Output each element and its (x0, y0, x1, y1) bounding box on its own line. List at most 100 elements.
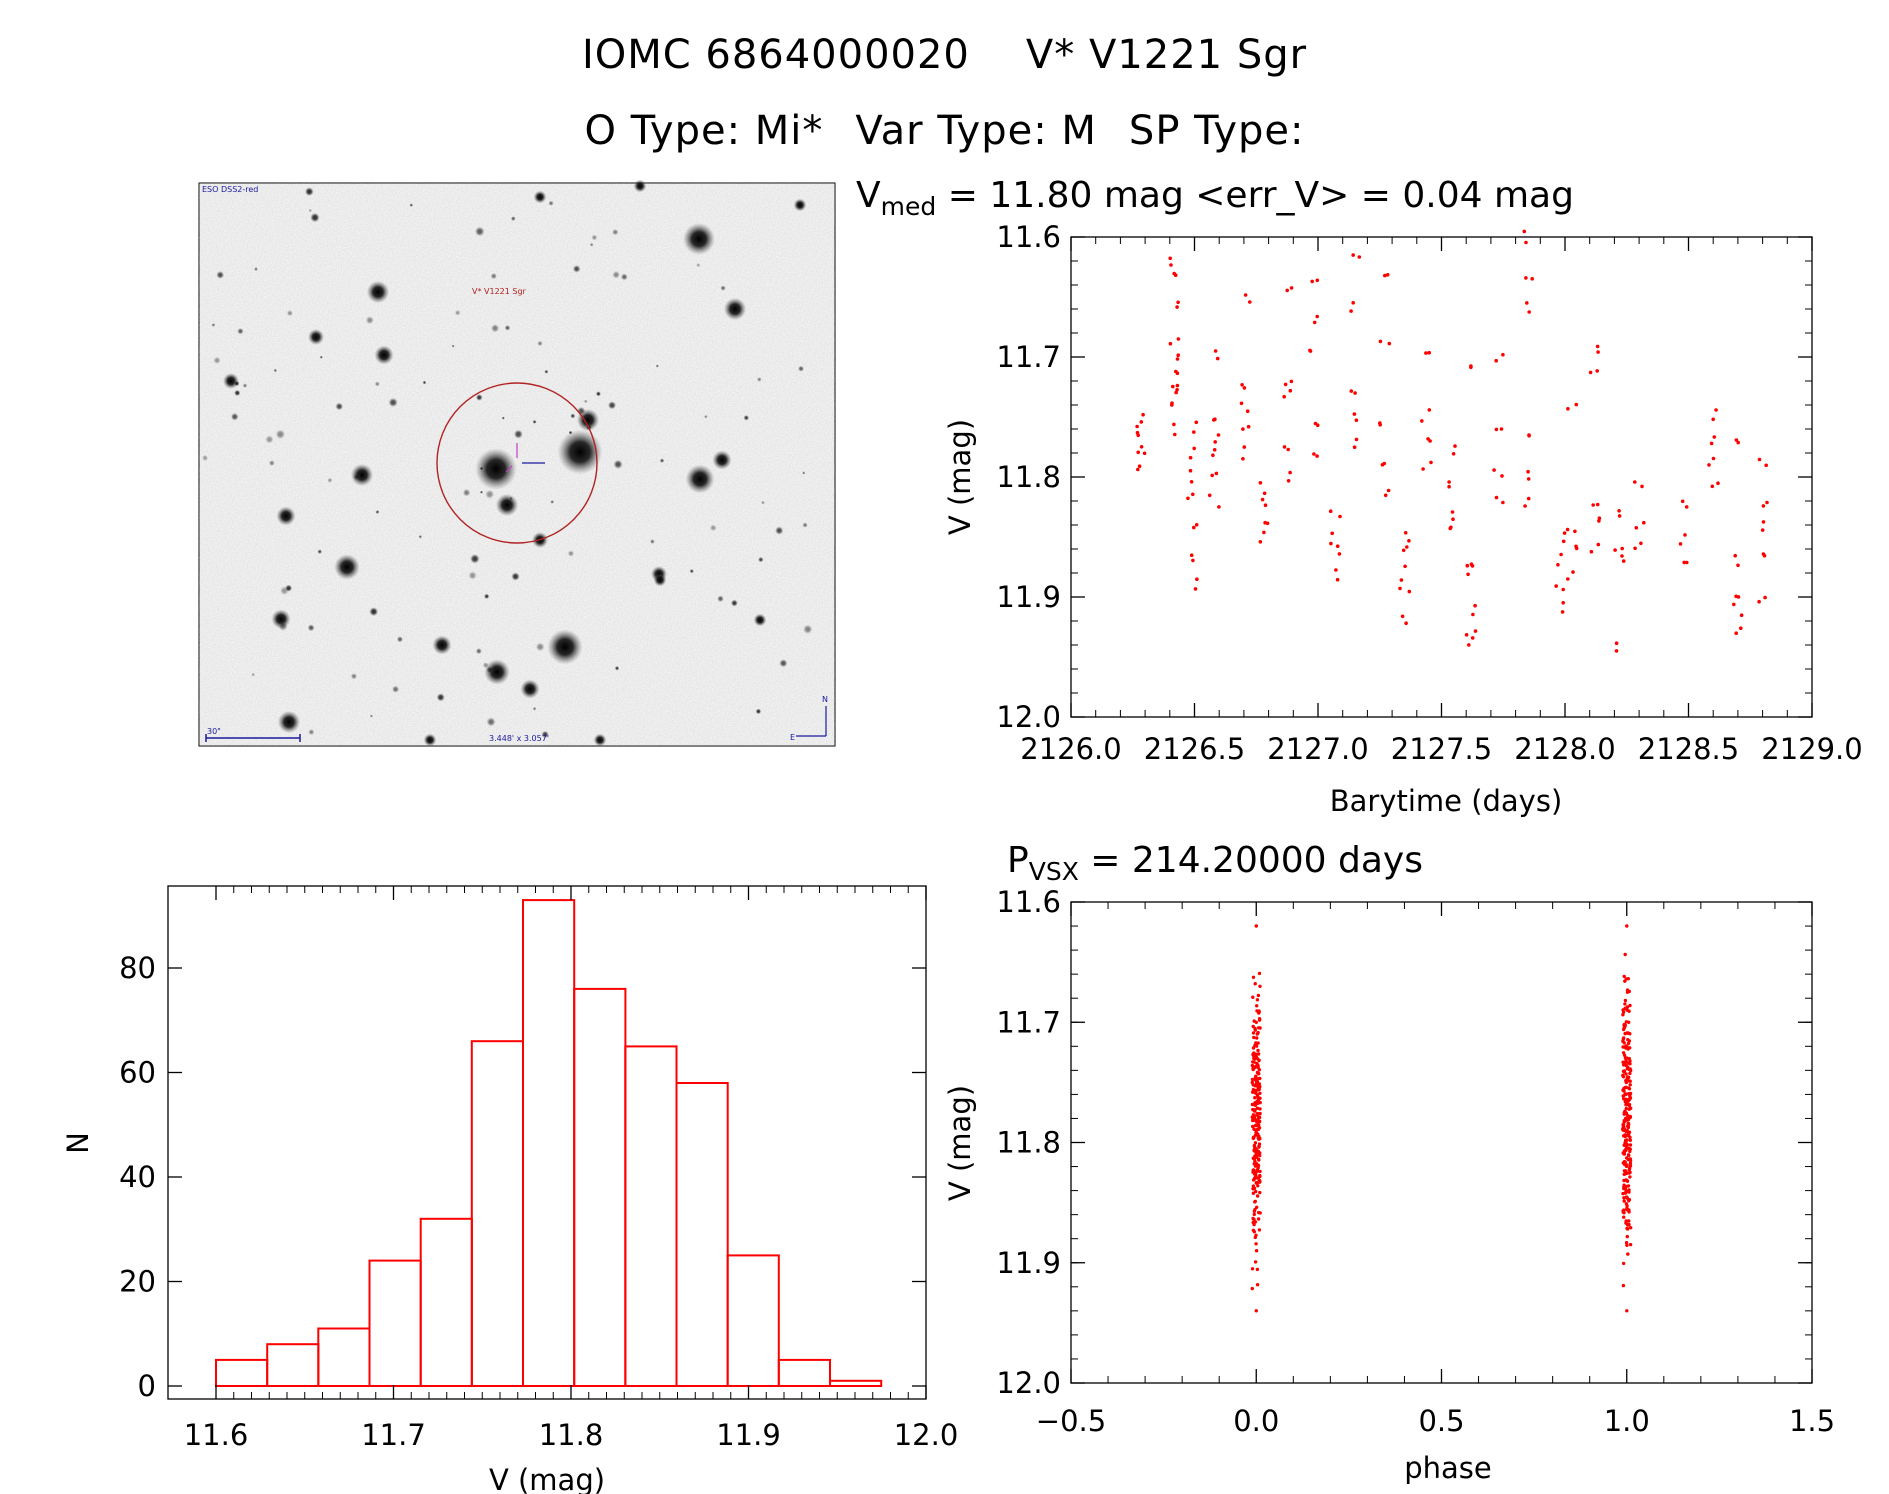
lightcurve-point (1335, 577, 1340, 582)
lightcurve-point (1262, 491, 1267, 496)
lightcurve-point (1241, 457, 1245, 461)
lightcurve-point (1186, 496, 1190, 501)
star (753, 613, 767, 627)
lightcurve-point (1473, 629, 1478, 633)
lightcurve-point (1315, 278, 1320, 283)
faint-star (613, 459, 623, 470)
phased-point (1622, 1211, 1626, 1215)
faint-star (479, 466, 484, 471)
lightcurve-point (1732, 602, 1736, 607)
lightcurve-point (1213, 440, 1217, 444)
faint-star (352, 473, 360, 481)
phased-point (1257, 1017, 1262, 1021)
star (432, 635, 452, 655)
phased-point (1621, 1094, 1625, 1098)
phased-point (1258, 1026, 1262, 1030)
lightcurve-point (1175, 383, 1180, 388)
phased-point (1255, 1106, 1260, 1110)
lightcurve-point (1174, 390, 1178, 395)
lightcurve-point (1761, 520, 1766, 524)
lightcurve-point (1566, 407, 1570, 411)
lightcurve-point (1613, 548, 1617, 552)
phased-point (1623, 1128, 1627, 1132)
phased-point (1250, 1077, 1255, 1082)
lightcurve-point (1258, 481, 1263, 485)
phased-point (1251, 1060, 1255, 1064)
phased-point (1251, 1216, 1255, 1221)
phased-point (1625, 1171, 1629, 1175)
lightcurve-point (1310, 279, 1314, 284)
faint-star (307, 624, 315, 632)
faint-star (797, 365, 805, 372)
phased-point (1251, 1156, 1256, 1160)
lightcurve-point (1614, 649, 1619, 653)
phased-point (1253, 1078, 1257, 1082)
lightcurve-point (1470, 564, 1475, 568)
y-tick-label: 11.7 (996, 340, 1061, 374)
faint-star (374, 381, 380, 387)
lightcurve-point (1170, 401, 1174, 406)
star (350, 463, 374, 487)
lightcurve-point (1285, 288, 1289, 293)
x-tick-label: 2126.5 (1144, 732, 1245, 766)
y-tick-label: 11.6 (996, 885, 1061, 919)
faint-star (709, 524, 717, 532)
lightcurve-point (1329, 541, 1333, 546)
lightcurve-point (1597, 516, 1602, 520)
histogram-bar (470, 1040, 524, 1387)
lightcurve-point (1243, 293, 1248, 297)
lightcurve-point (1380, 463, 1385, 467)
phased-point (1258, 1153, 1262, 1158)
lightcurve-point (1193, 587, 1198, 591)
x-tick-label: 11.6 (184, 1418, 249, 1452)
phased-point (1251, 1178, 1256, 1182)
lightcurve-point (1501, 352, 1505, 357)
phased-point (1624, 1020, 1629, 1024)
histogram-bar (317, 1327, 371, 1387)
vartype-label: Var Type: (855, 108, 1048, 154)
lightcurve-point (1401, 548, 1406, 553)
phased-point (1255, 1205, 1259, 1210)
phased-point (1253, 1096, 1257, 1100)
lightcurve-point (1530, 277, 1534, 281)
phased-point (1251, 1220, 1255, 1225)
lightcurve-point (1188, 455, 1193, 460)
y-tick-label: 40 (119, 1160, 156, 1194)
faint-star (620, 273, 628, 281)
lightcurve-point (1217, 505, 1221, 509)
faint-star (490, 272, 497, 280)
lightcurve-point (1447, 480, 1451, 484)
lightcurve-point (1353, 391, 1357, 395)
phased-point (1627, 1122, 1631, 1126)
lightcurve-point (1571, 570, 1575, 574)
lightcurve-point (1574, 546, 1579, 551)
lightcurve-point (1403, 564, 1407, 569)
faint-star (273, 368, 278, 373)
object-id: IOMC 6864000020 (581, 32, 970, 78)
phased-point (1255, 1283, 1260, 1287)
figure-title: IOMC 6864000020 V* V1221 Sgr (0, 32, 1889, 78)
lightcurve-point (1554, 584, 1558, 588)
faint-star (451, 344, 455, 348)
y-tick-label: 12.0 (996, 1366, 1061, 1400)
phased-point (1256, 1094, 1260, 1099)
phased-point (1625, 1005, 1630, 1009)
lightcurve-point (1712, 435, 1717, 439)
lightcurve-point (1765, 500, 1769, 505)
phased-point (1626, 977, 1631, 981)
star (533, 190, 547, 204)
faint-star (335, 402, 344, 411)
faint-star (391, 685, 400, 693)
lightcurve-point (1405, 545, 1409, 549)
target-circle (436, 382, 598, 544)
lightcurve-point (1351, 253, 1355, 257)
faint-star (758, 556, 764, 563)
lightcurve-point (1137, 464, 1142, 469)
y-tick-label: 12.0 (996, 700, 1061, 734)
phased-point (1255, 1084, 1259, 1088)
compass-east: E (790, 733, 795, 742)
lightcurve-point (1420, 419, 1424, 423)
phased-point (1625, 1309, 1629, 1313)
phased-point (1628, 1158, 1633, 1163)
x-tick-label: 0.5 (1418, 1404, 1464, 1438)
